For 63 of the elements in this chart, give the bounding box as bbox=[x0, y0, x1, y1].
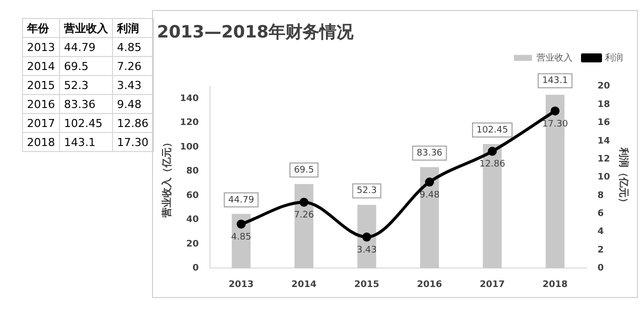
x-tick-label: 2017 bbox=[480, 280, 505, 290]
y2-axis-title: 利润（亿元） bbox=[617, 146, 630, 208]
text: 营业收入 bbox=[64, 22, 108, 34]
y-tick-label: 100 bbox=[180, 142, 199, 152]
y2-tick-label: 6 bbox=[597, 209, 604, 220]
data-label: 3.43 bbox=[356, 245, 377, 256]
data-label: 143.1 bbox=[542, 76, 568, 86]
y-tick-label: 20 bbox=[186, 239, 199, 250]
category-label: 2014 bbox=[27, 60, 55, 72]
category-label: 2015 bbox=[27, 78, 55, 92]
y2-tick-label: 16 bbox=[597, 118, 610, 128]
data-label: 17.30 bbox=[542, 119, 568, 130]
y2-tick-label: 0 bbox=[597, 264, 604, 274]
data-label: 102.45 bbox=[476, 125, 508, 136]
category-label: 2013 bbox=[27, 40, 55, 54]
y-tick-label: 140 bbox=[180, 94, 199, 104]
text: 利润 bbox=[117, 22, 139, 34]
y-tick-label: 80 bbox=[186, 166, 199, 177]
y-tick-label: 0 bbox=[192, 264, 199, 274]
text: 17.30 bbox=[117, 136, 148, 148]
data-label: 12.86 bbox=[479, 160, 506, 170]
text: 69.5 bbox=[64, 60, 88, 72]
data-label: 9.48 bbox=[420, 190, 440, 200]
text: 12.86 bbox=[117, 116, 148, 130]
category-label: 2016 bbox=[27, 98, 55, 110]
category-label: 2018 bbox=[27, 136, 55, 148]
text: 年份 bbox=[22, 18, 60, 38]
y2-tick-label: 18 bbox=[597, 100, 610, 110]
text: 83.36 bbox=[64, 98, 96, 110]
category-label: 2017 bbox=[27, 116, 55, 130]
data-label: 7.26 bbox=[294, 210, 314, 221]
chart-title: 2013—2018年财务情况 bbox=[157, 22, 355, 43]
text: 44.79 bbox=[64, 40, 96, 54]
text: 52.3 bbox=[64, 78, 88, 92]
text: 3.43 bbox=[117, 78, 142, 92]
legend-label: 利润 bbox=[605, 52, 623, 62]
y-tick-label: 60 bbox=[186, 190, 199, 201]
y2-tick-label: 14 bbox=[597, 136, 610, 146]
legend-label: 营业收入 bbox=[536, 52, 572, 62]
y-tick-label: 40 bbox=[186, 215, 199, 226]
text: 102.45 bbox=[64, 116, 102, 130]
text: 4.85 bbox=[117, 40, 142, 54]
x-tick-label: 2015 bbox=[354, 280, 380, 290]
x-tick-label: 2018 bbox=[542, 280, 568, 290]
y-axis-title: 营业收入（亿元） bbox=[160, 137, 173, 218]
data-label: 69.5 bbox=[294, 165, 314, 176]
x-tick-label: 2016 bbox=[416, 280, 442, 290]
y2-tick-label: 20 bbox=[597, 82, 610, 92]
text: 9.48 bbox=[117, 98, 142, 110]
y2-tick-label: 2 bbox=[597, 245, 604, 256]
text: 143.1 bbox=[64, 136, 96, 148]
x-tick-label: 2014 bbox=[291, 280, 316, 290]
y2-tick-label: 10 bbox=[597, 172, 610, 183]
y2-tick-label: 12 bbox=[597, 154, 610, 164]
text: 7.26 bbox=[117, 60, 142, 72]
x-tick-label: 2013 bbox=[228, 280, 254, 290]
y-tick-label: 120 bbox=[180, 118, 199, 128]
data-label: 83.36 bbox=[416, 148, 443, 159]
data-label: 4.85 bbox=[231, 232, 252, 242]
data-label: 52.3 bbox=[356, 186, 377, 196]
y2-tick-label: 4 bbox=[597, 227, 604, 238]
y2-tick-label: 8 bbox=[597, 190, 604, 201]
data-label: 44.79 bbox=[228, 195, 254, 206]
